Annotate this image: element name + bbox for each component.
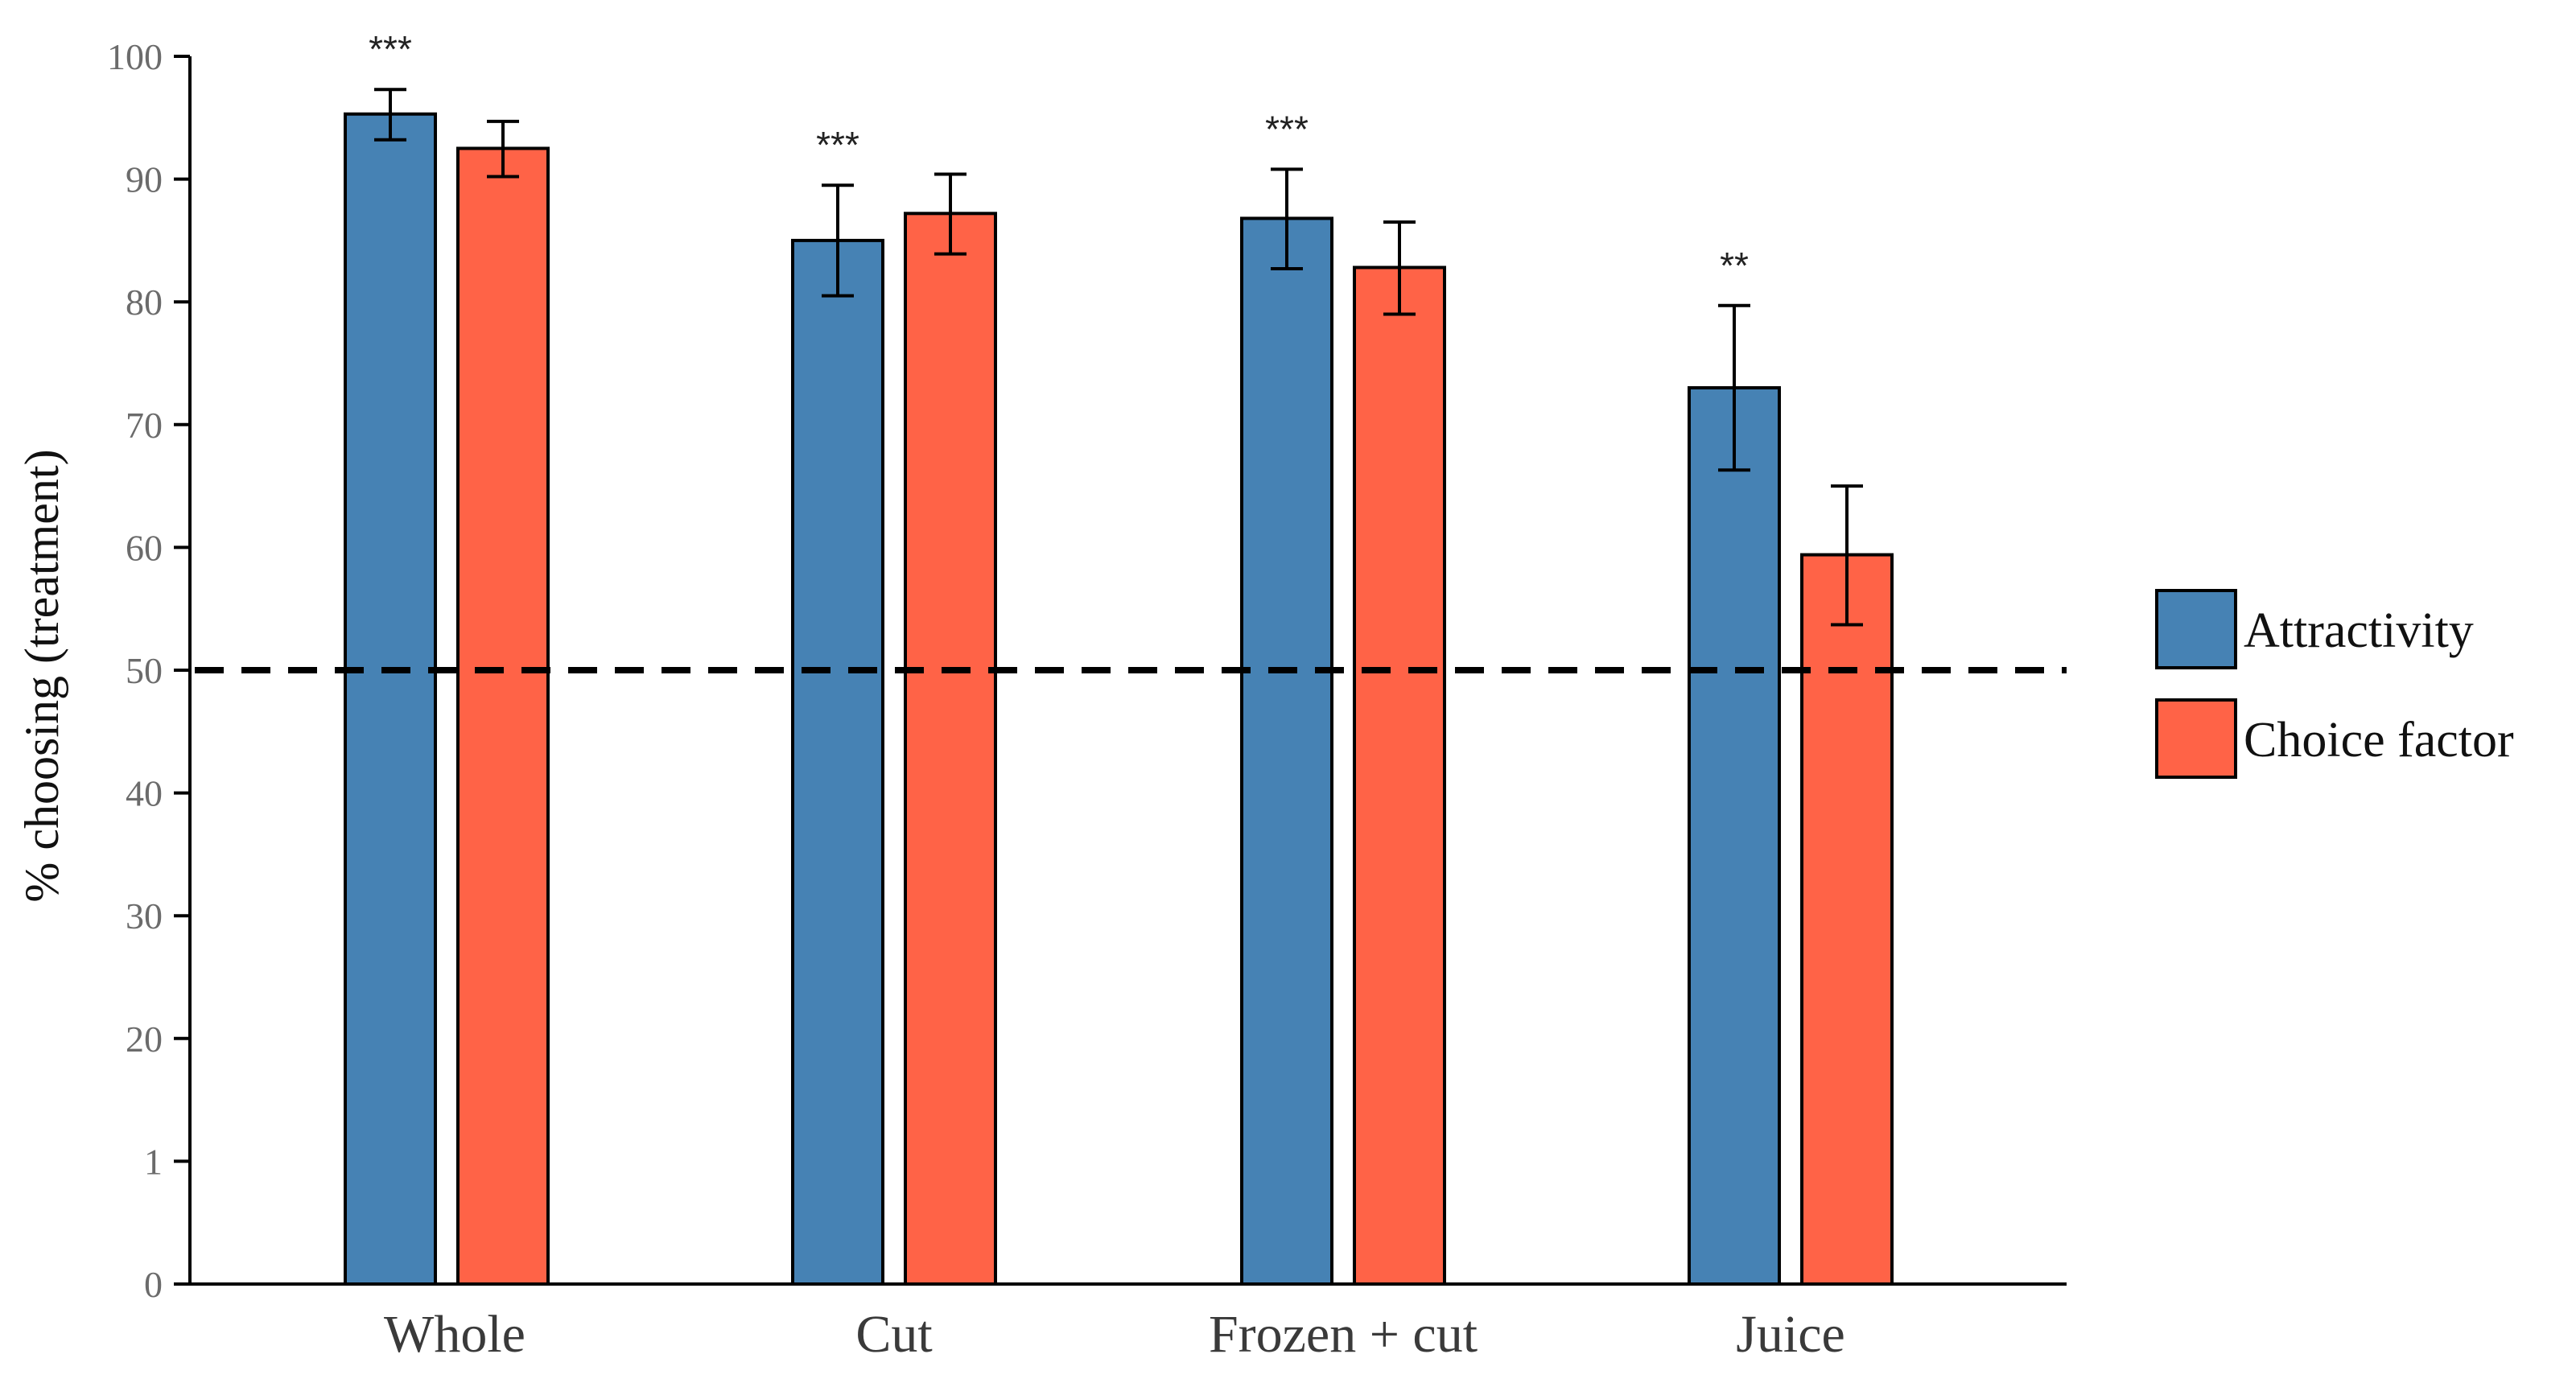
x-label-whole: Whole (384, 1305, 526, 1364)
significance-juice: ** (1720, 245, 1749, 286)
x-label-frozen-cut: Frozen + cut (1209, 1305, 1478, 1364)
y-tick-label-30: 30 (126, 895, 163, 936)
y-tick-label-60: 60 (126, 527, 163, 568)
significance-cut: *** (816, 124, 859, 166)
y-tick-label-20: 20 (126, 1019, 163, 1060)
x-label-juice: Juice (1736, 1305, 1845, 1364)
bar-attractivity-cut (791, 238, 884, 1286)
bar-attractivity-frozen-cut (1240, 216, 1333, 1286)
y-tick-label-0: 0 (144, 1264, 163, 1305)
bars-layer (344, 112, 1894, 1286)
bar-attractivity-whole (344, 112, 437, 1286)
significance-layer: ****** ***** (369, 28, 1749, 286)
y-tick-label-90: 90 (126, 159, 163, 200)
legend-label-attractivity: Attractivity (2244, 603, 2474, 658)
y-axis-title: % choosing (treatment) (15, 449, 68, 902)
y-tick-label-80: 80 (126, 282, 163, 323)
legend-swatch-attractivity (2155, 589, 2237, 669)
legend-label-choice-factor: Choice factor (2244, 713, 2514, 768)
significance-whole: *** (369, 28, 412, 70)
y-tick-label-70: 70 (126, 405, 163, 446)
x-label-cut: Cut (855, 1305, 932, 1364)
y-tick-label-40: 40 (126, 773, 163, 814)
bar-choice-factor-juice (1800, 553, 1894, 1286)
y-tick-label-100: 100 (107, 36, 163, 77)
legend-swatch-choice-factor (2155, 698, 2237, 779)
bar-choice-factor-whole (456, 146, 550, 1286)
error-bars-layer (374, 88, 1863, 627)
bar-attractivity-juice (1688, 386, 1781, 1286)
bar-choice-factor-frozen-cut (1353, 265, 1446, 1286)
y-ticks: 0 1 20 30 40 50 60 70 80 90 100 (107, 36, 190, 1305)
x-category-labels: Whole Cut Frozen + cut Juice (384, 1305, 1845, 1364)
significance-frozen-cut: *** (1265, 108, 1309, 150)
legend: Attractivity Choice factor (2155, 589, 2514, 779)
bar-choice-factor-cut (904, 212, 997, 1286)
y-tick-label-10: 1 (144, 1141, 163, 1182)
y-tick-label-50: 50 (126, 650, 163, 691)
